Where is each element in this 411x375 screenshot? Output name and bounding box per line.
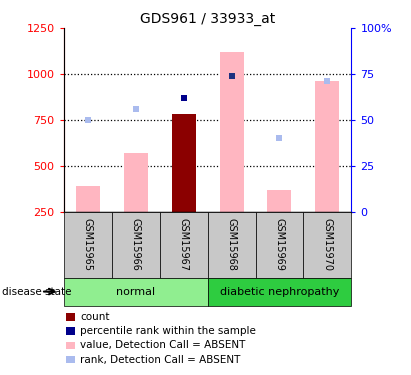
Bar [219,52,243,212]
Text: GSM15967: GSM15967 [179,218,189,271]
Bar [315,81,339,212]
Text: percentile rank within the sample: percentile rank within the sample [80,326,256,336]
Text: normal: normal [116,286,155,297]
Bar [268,190,291,212]
Bar [112,212,159,278]
Bar [256,212,303,278]
Bar [303,212,351,278]
Text: count: count [80,312,110,322]
Text: GSM15966: GSM15966 [131,218,141,271]
Bar [124,153,148,212]
Bar [64,278,208,306]
Text: diabetic nephropathy: diabetic nephropathy [220,286,339,297]
Text: value, Detection Call = ABSENT: value, Detection Call = ABSENT [80,340,245,350]
Bar [172,114,196,212]
Text: GSM15969: GSM15969 [275,218,284,271]
Text: disease state: disease state [2,286,72,297]
Text: GSM15965: GSM15965 [83,218,92,271]
Bar [208,212,256,278]
Bar [208,278,351,306]
Bar [159,212,208,278]
Text: GSM15970: GSM15970 [323,218,332,271]
Text: GSM15968: GSM15968 [226,218,236,271]
Title: GDS961 / 33933_at: GDS961 / 33933_at [140,12,275,26]
Bar [64,212,112,278]
Text: rank, Detection Call = ABSENT: rank, Detection Call = ABSENT [80,355,240,364]
Bar [76,186,100,212]
